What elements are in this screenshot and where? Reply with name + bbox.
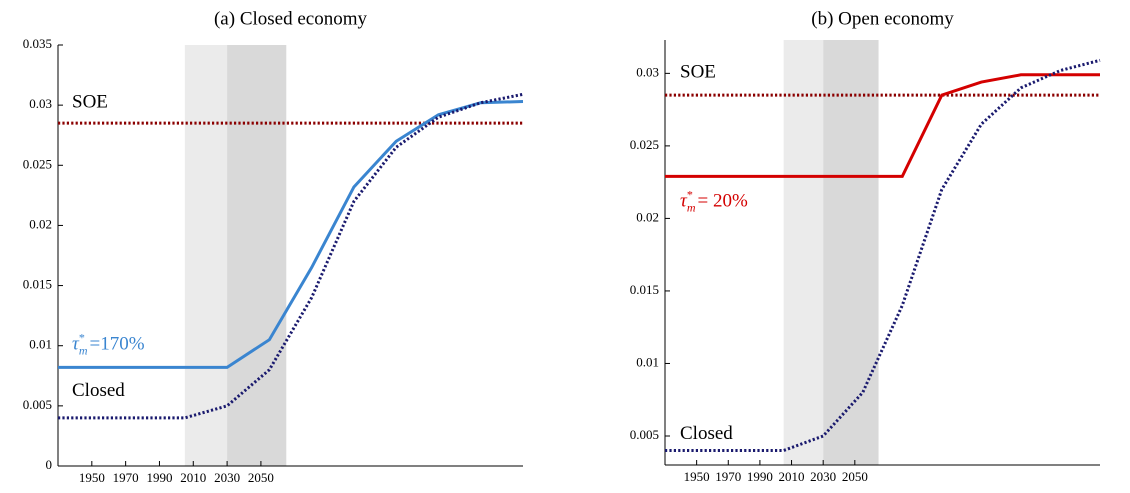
x-tick-label: 2010 <box>779 469 805 484</box>
label-sub: m <box>687 200 696 214</box>
y-tick-label: 0.015 <box>630 282 659 297</box>
x-tick-label: 1950 <box>684 469 710 484</box>
shaded-span <box>184 45 228 466</box>
x-tick-label: 2030 <box>810 469 836 484</box>
shaded-span <box>783 40 824 465</box>
shaded-span <box>227 45 287 466</box>
y-tick-label: 0.02 <box>636 209 659 224</box>
y-tick-label: 0 <box>46 457 53 472</box>
x-tick-label: 2030 <box>214 470 240 485</box>
series-line <box>58 100 524 369</box>
y-tick-label: 0.03 <box>636 64 659 79</box>
series-label: τ* m =170% <box>72 330 145 357</box>
x-tick-label: 2010 <box>180 470 206 485</box>
shaded-span <box>823 40 879 465</box>
label-text: =170% <box>89 334 144 355</box>
x-tick-label: 2050 <box>842 469 868 484</box>
y-tick-label: 0.01 <box>636 354 659 369</box>
y-tick-label: 0.01 <box>29 337 52 352</box>
label-sub: m <box>79 343 88 357</box>
series-line <box>58 92 524 420</box>
y-tick-label: 0.015 <box>23 277 52 292</box>
y-tick-label: 0.02 <box>29 216 52 231</box>
y-tick-label: 0.005 <box>630 427 659 442</box>
x-tick-label: 1950 <box>79 470 105 485</box>
series-label: SOE <box>72 92 108 113</box>
x-tick-label: 2050 <box>248 470 274 485</box>
x-tick-label: 1990 <box>146 470 172 485</box>
chart-title: (b) Open economy <box>811 8 954 29</box>
x-tick-label: 1970 <box>715 469 741 484</box>
y-tick-label: 0.03 <box>29 96 52 111</box>
label-symbol: τ <box>72 334 80 355</box>
series-line <box>665 73 1100 178</box>
y-tick-label: 0.005 <box>23 397 52 412</box>
series-line <box>665 58 1101 452</box>
series-label: Closed <box>72 380 125 401</box>
label-symbol: τ <box>680 191 688 212</box>
x-tick-label: 1990 <box>747 469 773 484</box>
x-tick-label: 1970 <box>113 470 139 485</box>
y-tick-label: 0.025 <box>630 137 659 152</box>
y-tick-label: 0.025 <box>23 156 52 171</box>
series-label: Closed <box>680 423 733 444</box>
y-tick-label: 0.035 <box>23 36 52 51</box>
label-text: = 20% <box>697 191 747 212</box>
label-sup: * <box>79 330 85 344</box>
series-label: τ* m = 20% <box>680 187 748 214</box>
label-sup: * <box>687 187 693 201</box>
series-label: SOE <box>680 61 716 82</box>
chart-title: (a) Closed economy <box>214 8 368 29</box>
